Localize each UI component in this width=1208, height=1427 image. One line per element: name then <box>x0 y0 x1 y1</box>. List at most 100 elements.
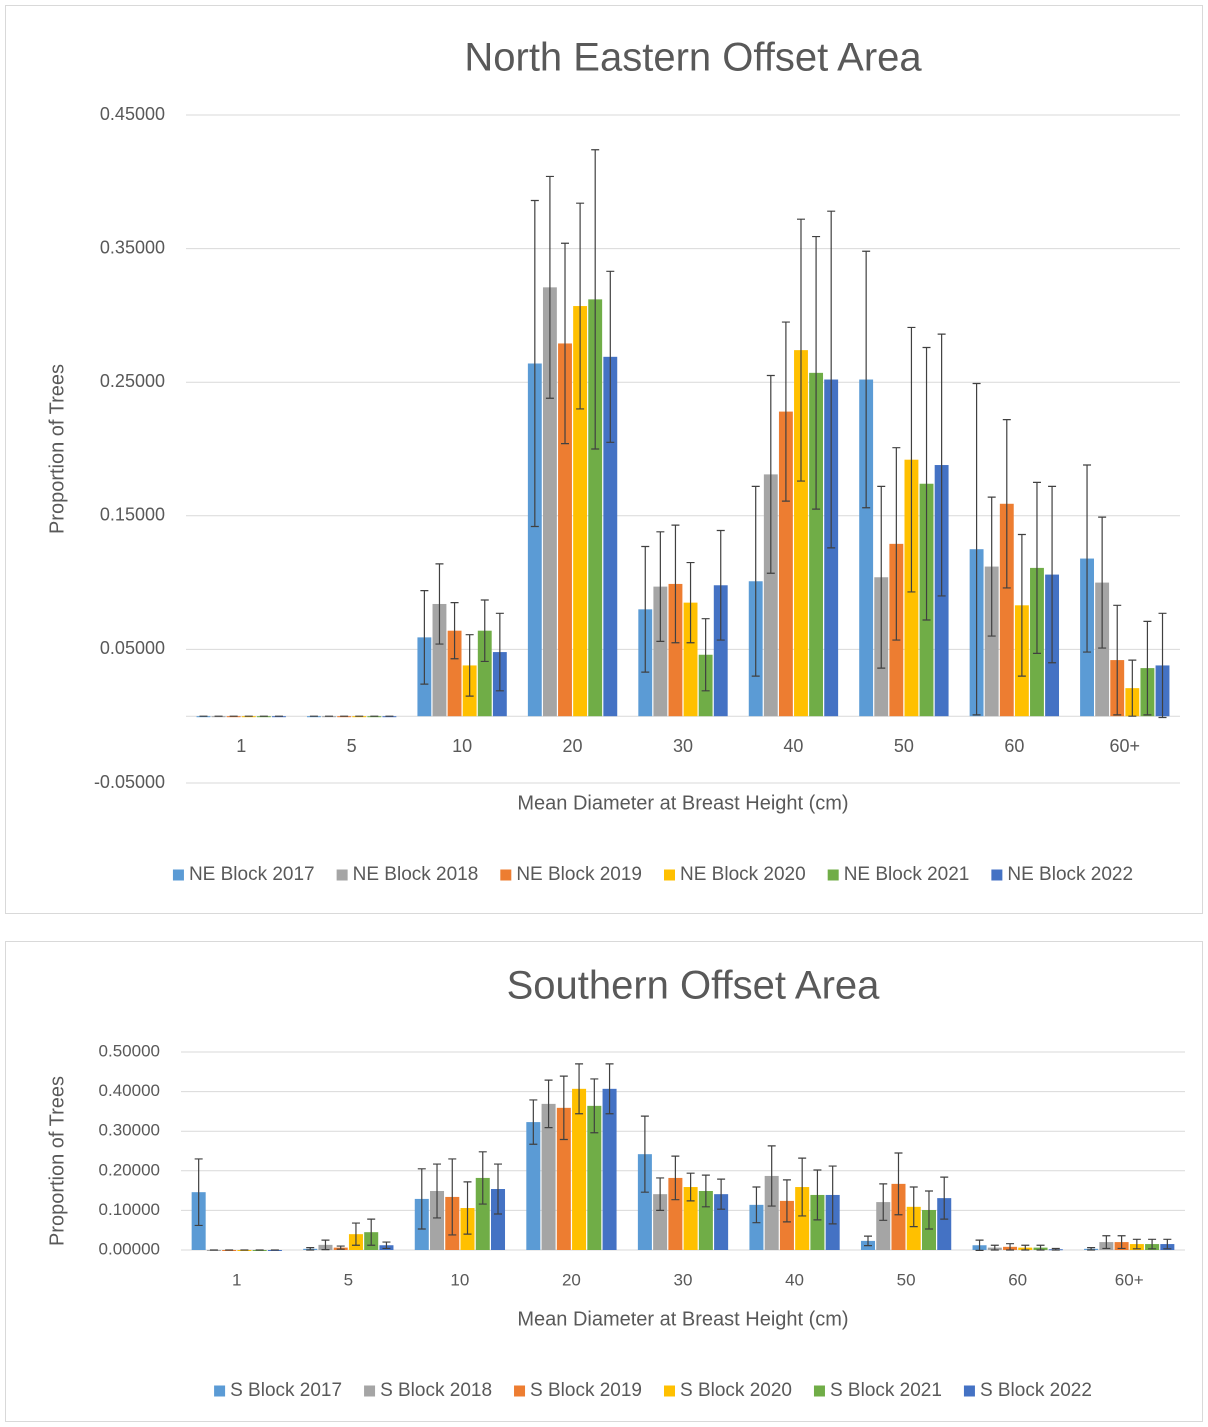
error-bar <box>1132 1238 1141 1250</box>
error-bar <box>480 599 489 663</box>
bar <box>749 1204 764 1250</box>
legend-swatch <box>336 869 348 881</box>
legend-swatch <box>214 1385 226 1397</box>
bar <box>653 1194 668 1250</box>
bar <box>763 474 778 717</box>
bar <box>713 585 728 717</box>
x-tick-label: 60+ <box>1115 1270 1144 1289</box>
y-tick-label: -0.05000 <box>94 772 165 792</box>
error-bar <box>937 333 946 597</box>
y-tick-label: 0.15000 <box>100 505 165 525</box>
error-bar <box>862 250 871 509</box>
bar <box>541 1103 556 1250</box>
error-bar <box>924 1190 933 1230</box>
y-tick-label: 0.40000 <box>99 1081 160 1100</box>
error-bar <box>1098 516 1107 649</box>
bar <box>447 630 462 717</box>
error-bar <box>922 346 931 621</box>
error-bar <box>591 149 600 450</box>
error-bar <box>478 1151 487 1205</box>
legend-swatch <box>500 869 512 881</box>
error-bar <box>813 1169 822 1221</box>
legend-label: NE Block 2019 <box>516 864 642 885</box>
error-bar <box>892 447 901 641</box>
x-tick-label: 40 <box>783 736 803 756</box>
y-axis-label: Proportion of Trees <box>46 364 68 534</box>
legend-label: S Block 2018 <box>380 1380 492 1401</box>
error-bar <box>575 1063 584 1115</box>
error-bar <box>561 242 570 445</box>
bar <box>432 603 447 717</box>
error-bar <box>796 218 805 482</box>
error-bar <box>701 618 710 692</box>
error-bar <box>1128 659 1137 717</box>
legend-label: NE Block 2021 <box>844 864 970 885</box>
bar <box>527 363 542 717</box>
bar <box>809 372 824 717</box>
bar <box>430 1190 445 1250</box>
bar <box>937 1198 952 1250</box>
bar <box>698 1190 713 1250</box>
error-bar <box>640 1115 649 1193</box>
legend-swatch <box>514 1385 526 1397</box>
bar <box>876 1202 891 1250</box>
chart-title: North Eastern Offset Area <box>464 36 922 80</box>
y-tick-label: 0.20000 <box>99 1160 160 1179</box>
error-bar <box>605 1063 614 1115</box>
bar <box>1095 582 1110 717</box>
error-bar <box>1158 612 1167 719</box>
error-bar <box>382 1241 391 1250</box>
error-bar <box>781 321 790 502</box>
x-axis-label: Mean Diameter at Breast Height (cm) <box>517 1308 848 1330</box>
error-bar <box>194 1158 203 1227</box>
error-bar <box>686 561 695 644</box>
error-bar <box>448 1158 457 1236</box>
error-bar <box>767 1145 776 1207</box>
bar <box>810 1194 825 1250</box>
error-bar <box>463 1181 472 1235</box>
x-tick-label: 40 <box>785 1270 804 1289</box>
error-bar <box>1006 1243 1015 1251</box>
x-axis-label: Mean Diameter at Breast Height (cm) <box>517 792 848 814</box>
bar <box>668 583 683 717</box>
bar <box>714 1194 729 1250</box>
error-bar <box>1032 481 1041 655</box>
bar <box>891 1183 906 1250</box>
bar <box>637 1154 652 1250</box>
error-bar <box>716 529 725 641</box>
error-bar <box>1048 485 1057 664</box>
error-bar <box>828 1165 837 1225</box>
bar <box>572 1088 587 1250</box>
bar <box>477 630 492 717</box>
error-bar <box>879 1183 888 1221</box>
bar <box>921 1210 936 1250</box>
legend-label: NE Block 2017 <box>189 864 315 885</box>
error-bar <box>529 1099 538 1145</box>
bar <box>668 1177 683 1250</box>
bar <box>984 566 999 717</box>
bar <box>906 1206 921 1250</box>
x-tick-label: 10 <box>450 1270 469 1289</box>
bar <box>602 1088 617 1250</box>
error-bar <box>417 1168 426 1230</box>
chart-title: Southern Offset Area <box>507 964 881 1008</box>
x-tick-label: 5 <box>347 736 357 756</box>
bar <box>603 356 618 717</box>
x-tick-label: 1 <box>232 1270 241 1289</box>
y-tick-label: 0.25000 <box>100 371 165 391</box>
error-bar <box>576 202 585 410</box>
y-tick-label: 0.00000 <box>99 1239 160 1258</box>
y-tick-label: 0.45000 <box>100 104 165 124</box>
error-bar <box>435 563 444 645</box>
legend-label: S Block 2017 <box>230 1380 342 1401</box>
error-bar <box>990 1244 999 1251</box>
bar <box>587 1105 602 1250</box>
error-bar <box>1102 1235 1111 1250</box>
x-tick-label: 50 <box>894 736 914 756</box>
error-bar <box>717 1178 726 1210</box>
error-bar <box>1143 620 1152 716</box>
error-bar <box>972 382 981 716</box>
error-bar <box>545 175 554 399</box>
